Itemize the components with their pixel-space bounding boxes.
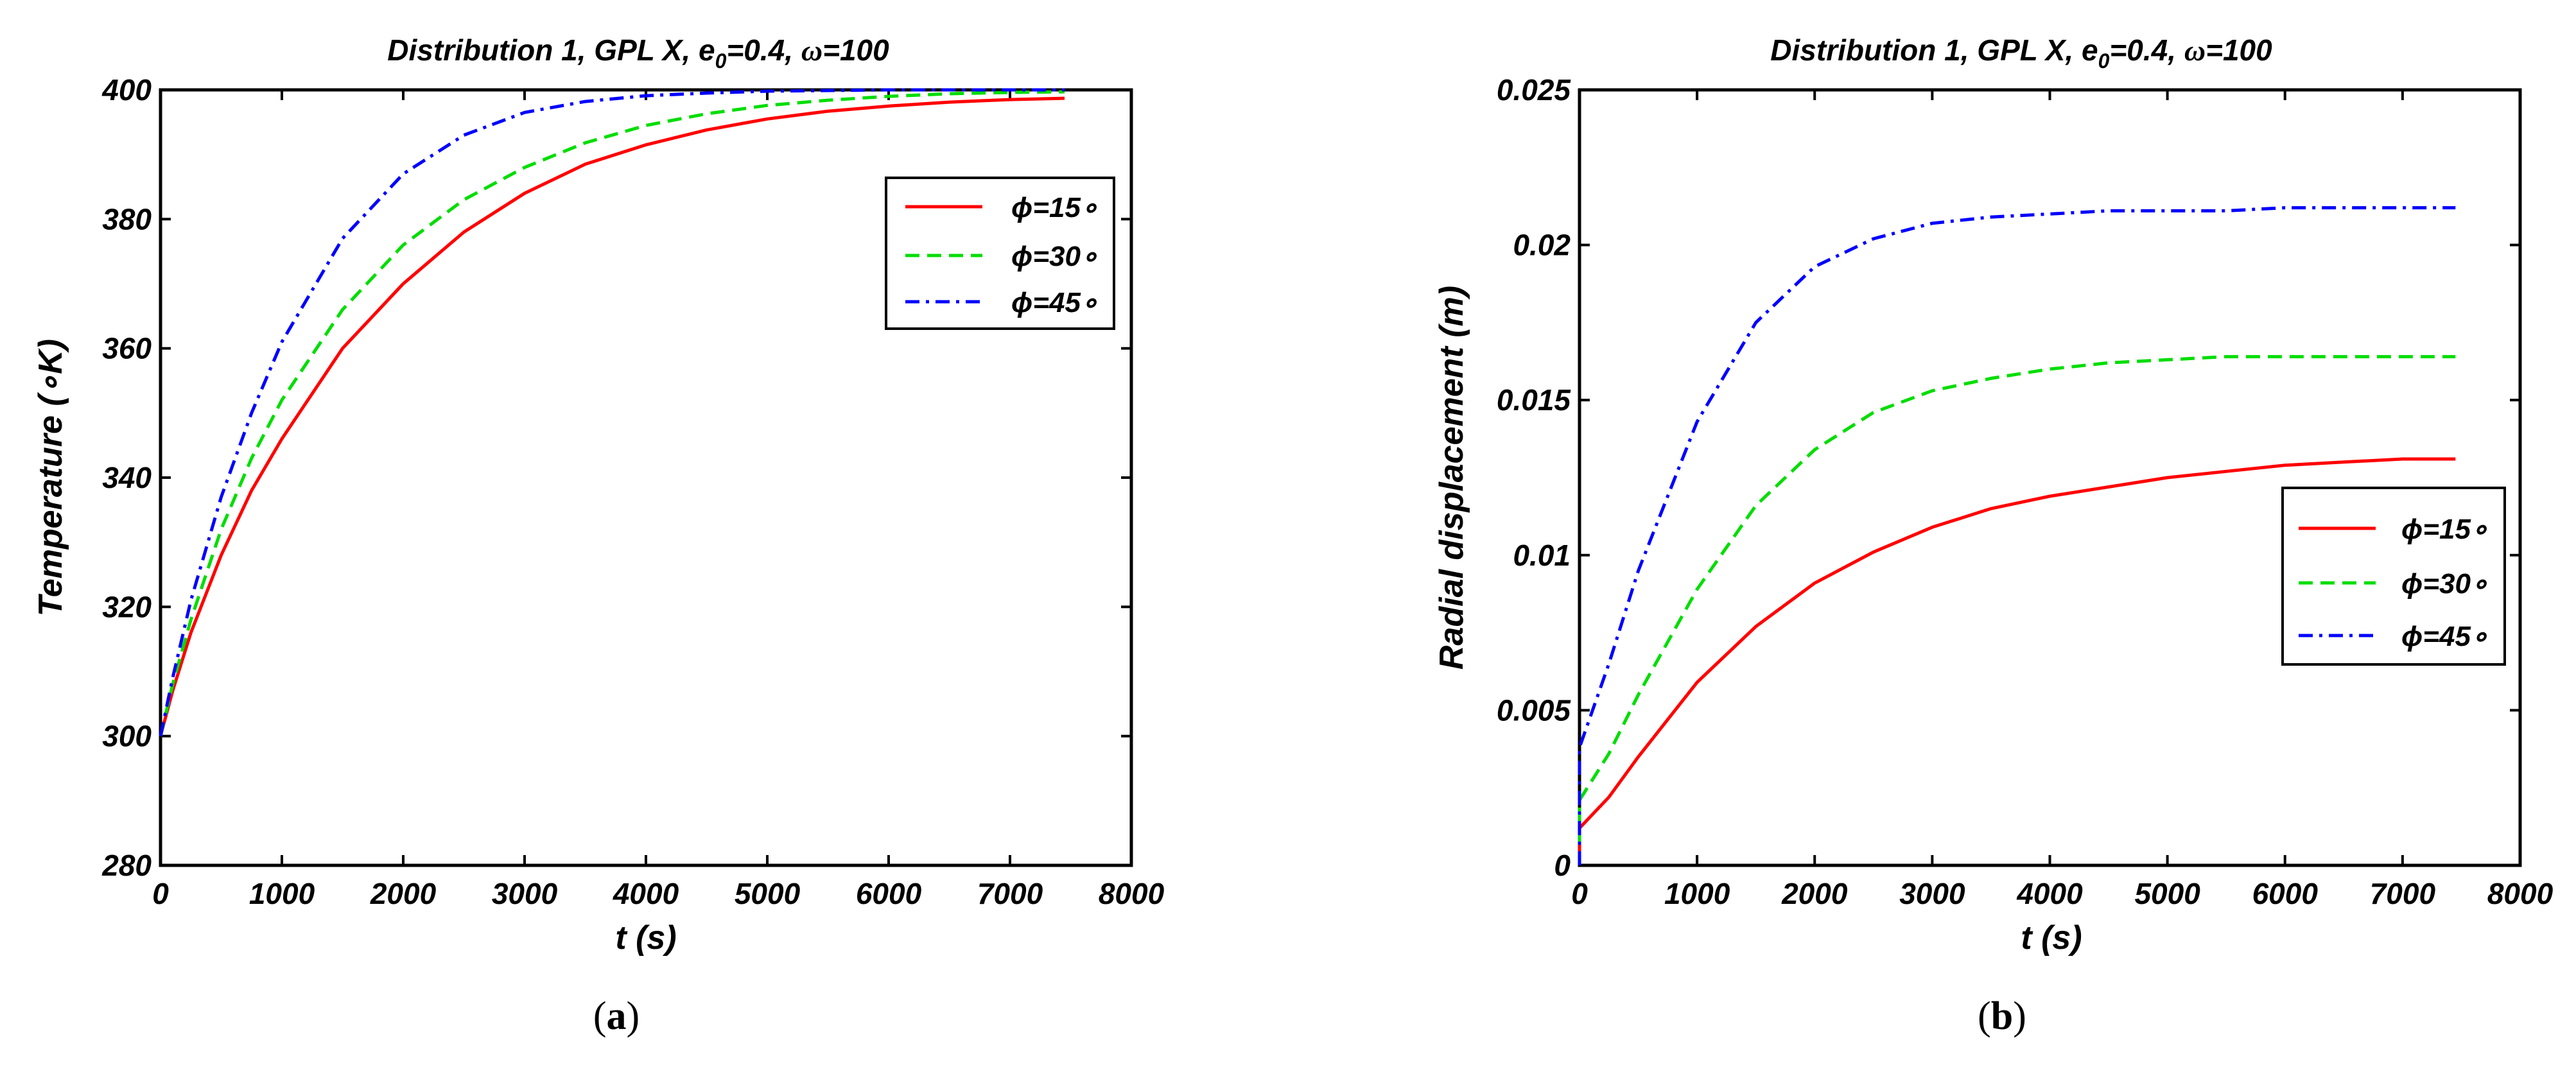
x-tick-label-b-0: 0 [1571,877,1588,910]
y-tick-label-b-4: 0.02 [1513,229,1571,262]
series-group-b [1578,206,2456,865]
x-tick-label-a-5: 5000 [735,877,801,910]
panel-caption-a: (a) [593,994,640,1038]
x-ticks-b: 0 1000 2000 3000 4000 5000 6000 7000 8000 [1571,90,2554,910]
chart-title-b: Distribution 1, GPL X, e0=0.4, ω=100 [1770,33,2272,73]
y-tick-label-a-5: 380 [102,202,152,236]
x-tick-label-a-3: 3000 [492,877,558,910]
series-line-b-0 [1578,457,2456,865]
x-tick-label-a-4: 4000 [613,877,679,910]
x-axis-label-b: t (s) [2021,919,2082,957]
legend-b: ϕ=15∘ ϕ=30∘ ϕ=45∘ [2281,487,2506,666]
series-line-a-1 [159,90,1065,737]
series-line-b-1 [1578,355,2456,865]
legend-label-a-1: ϕ=30∘ [1011,241,1099,272]
x-tick-label-b-5: 5000 [2134,877,2200,910]
legend-label-b-2: ϕ=45∘ [2401,621,2489,652]
y-tick-label-b-0: 0 [1554,849,1571,882]
plot-area-b [1578,88,2522,867]
series-line-b-2 [1578,206,2456,865]
y-tick-label-b-1: 0.005 [1497,693,1572,727]
legend-box-a [885,177,1115,330]
x-tick-label-b-7: 7000 [2370,877,2436,910]
x-tick-label-a-2: 2000 [370,877,437,910]
x-tick-label-b-2: 2000 [1781,877,1848,910]
legend-label-a-2: ϕ=45∘ [1011,287,1099,318]
legend-a: ϕ=15∘ ϕ=30∘ ϕ=45∘ [885,177,1115,330]
x-tick-label-a-0: 0 [152,877,169,910]
x-tick-label-a-8: 8000 [1099,877,1165,910]
y-ticks-b: 0 0.005 0.01 0.015 0.02 0.025 [1497,73,2520,882]
chart-panel-a: Distribution 1, GPL X, e0=0.4, ω=100 0 10… [32,33,1165,1038]
series-line-a-2 [159,88,1065,737]
y-tick-label-a-2: 320 [102,590,152,623]
x-tick-label-b-4: 4000 [2016,877,2083,910]
x-tick-label-b-1: 1000 [1664,877,1730,910]
y-tick-label-a-3: 340 [102,461,152,494]
x-tick-label-b-3: 3000 [1899,877,1965,910]
y-axis-label-b: Radial displacement (m) [1433,286,1470,670]
y-axis-label-a: Temperature (∘K) [32,339,69,616]
y-tick-label-a-0: 280 [101,849,152,882]
panel-caption-b: (b) [1978,994,2026,1038]
y-tick-label-a-6: 400 [101,73,152,107]
x-tick-label-a-1: 1000 [249,877,315,910]
chart-panel-b: Distribution 1, GPL X, e0=0.4, ω=100 0 10… [1433,33,2554,1038]
y-tick-label-a-1: 300 [102,720,152,753]
x-axis-label-a: t (s) [615,919,676,957]
legend-label-a-0: ϕ=15∘ [1011,192,1099,223]
chart-title-a: Distribution 1, GPL X, e0=0.4, ω=100 [387,33,889,73]
series-group-a [159,88,1065,737]
x-tick-label-a-6: 6000 [856,877,922,910]
y-tick-label-b-3: 0.015 [1497,383,1572,417]
x-tick-label-b-6: 6000 [2252,877,2319,910]
legend-label-b-1: ϕ=30∘ [2401,568,2489,600]
series-line-a-0 [159,96,1065,737]
x-tick-label-b-8: 8000 [2487,877,2554,910]
y-ticks-a: 280 300 320 340 360 380 400 [101,73,1131,882]
x-tick-label-a-7: 7000 [977,877,1043,910]
y-tick-label-a-4: 360 [102,332,152,365]
y-tick-label-b-2: 0.01 [1513,539,1571,572]
legend-label-b-0: ϕ=15∘ [2401,514,2489,545]
y-tick-label-b-5: 0.025 [1497,73,1572,107]
